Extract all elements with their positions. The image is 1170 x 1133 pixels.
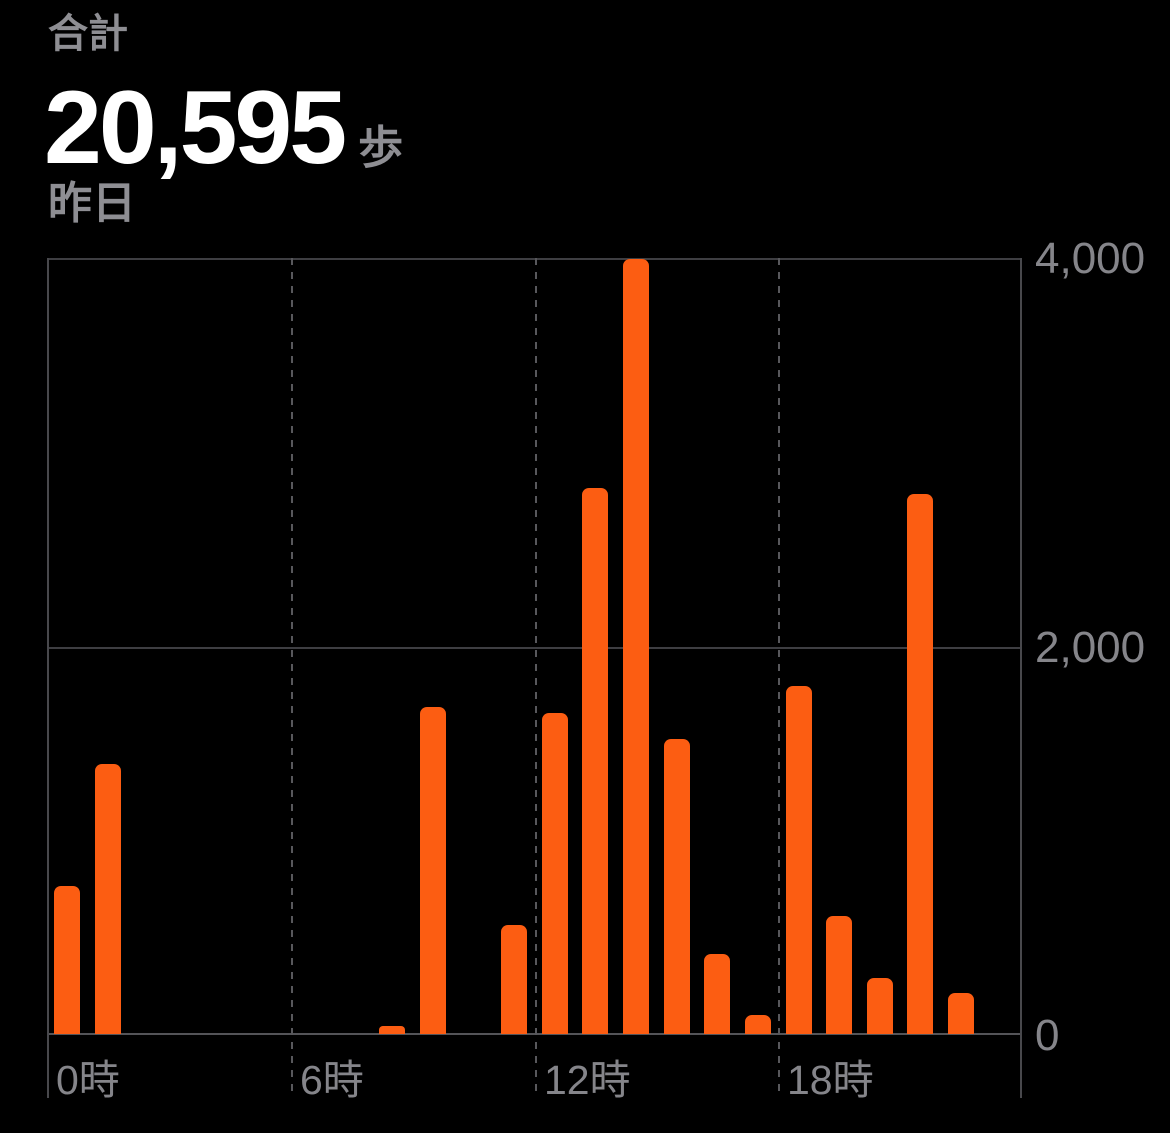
total-label: 合計: [48, 12, 128, 56]
gridline-v-0h: [47, 258, 49, 1098]
steps-bar-hour-19[interactable]: [826, 916, 852, 1034]
gridline-v-6h: [291, 258, 293, 1098]
gridline-h-4000: [47, 258, 1022, 260]
x-axis-label-12h: 12時: [544, 1057, 631, 1103]
x-axis-label-6h: 6時: [300, 1057, 364, 1103]
steps-bar-hour-20[interactable]: [867, 978, 893, 1034]
steps-bar-hour-22[interactable]: [948, 993, 974, 1034]
steps-bar-hour-11[interactable]: [501, 925, 527, 1034]
gridline-h-0: [47, 1033, 1022, 1035]
gridline-v-18h: [778, 258, 780, 1098]
steps-bar-hour-14[interactable]: [623, 259, 649, 1034]
x-axis-label-0h: 0時: [56, 1057, 120, 1103]
steps-bar-hour-0[interactable]: [54, 886, 80, 1034]
gridline-v-24h: [1020, 258, 1022, 1098]
gridline-h-2000: [47, 647, 1022, 649]
steps-bar-chart[interactable]: 4,000 2,000 0 0時 6時 12時 18時: [47, 237, 1170, 1133]
total-value-row: 20,595 歩: [44, 76, 403, 180]
steps-bar-hour-16[interactable]: [704, 954, 730, 1034]
steps-bar-hour-12[interactable]: [542, 713, 568, 1034]
y-axis-label-0: 0: [1035, 1011, 1060, 1060]
steps-bar-hour-17[interactable]: [745, 1015, 771, 1034]
steps-bar-hour-13[interactable]: [582, 488, 608, 1034]
x-axis-label-18h: 18時: [787, 1057, 874, 1103]
y-axis-label-2000: 2,000: [1035, 623, 1146, 672]
steps-bar-hour-8[interactable]: [379, 1026, 405, 1034]
total-steps-value: 20,595: [44, 70, 347, 186]
gridline-v-12h: [535, 258, 537, 1098]
steps-bar-hour-15[interactable]: [664, 739, 690, 1034]
y-axis-label-4000: 4,000: [1035, 234, 1146, 283]
period-label: 昨日: [48, 179, 136, 228]
steps-bar-hour-9[interactable]: [420, 707, 446, 1034]
steps-unit-label: 歩: [358, 122, 404, 173]
chart-plot-area[interactable]: [47, 258, 1022, 1098]
steps-bar-hour-21[interactable]: [907, 494, 933, 1034]
steps-bar-hour-18[interactable]: [786, 686, 812, 1034]
steps-bar-hour-1[interactable]: [95, 764, 121, 1034]
